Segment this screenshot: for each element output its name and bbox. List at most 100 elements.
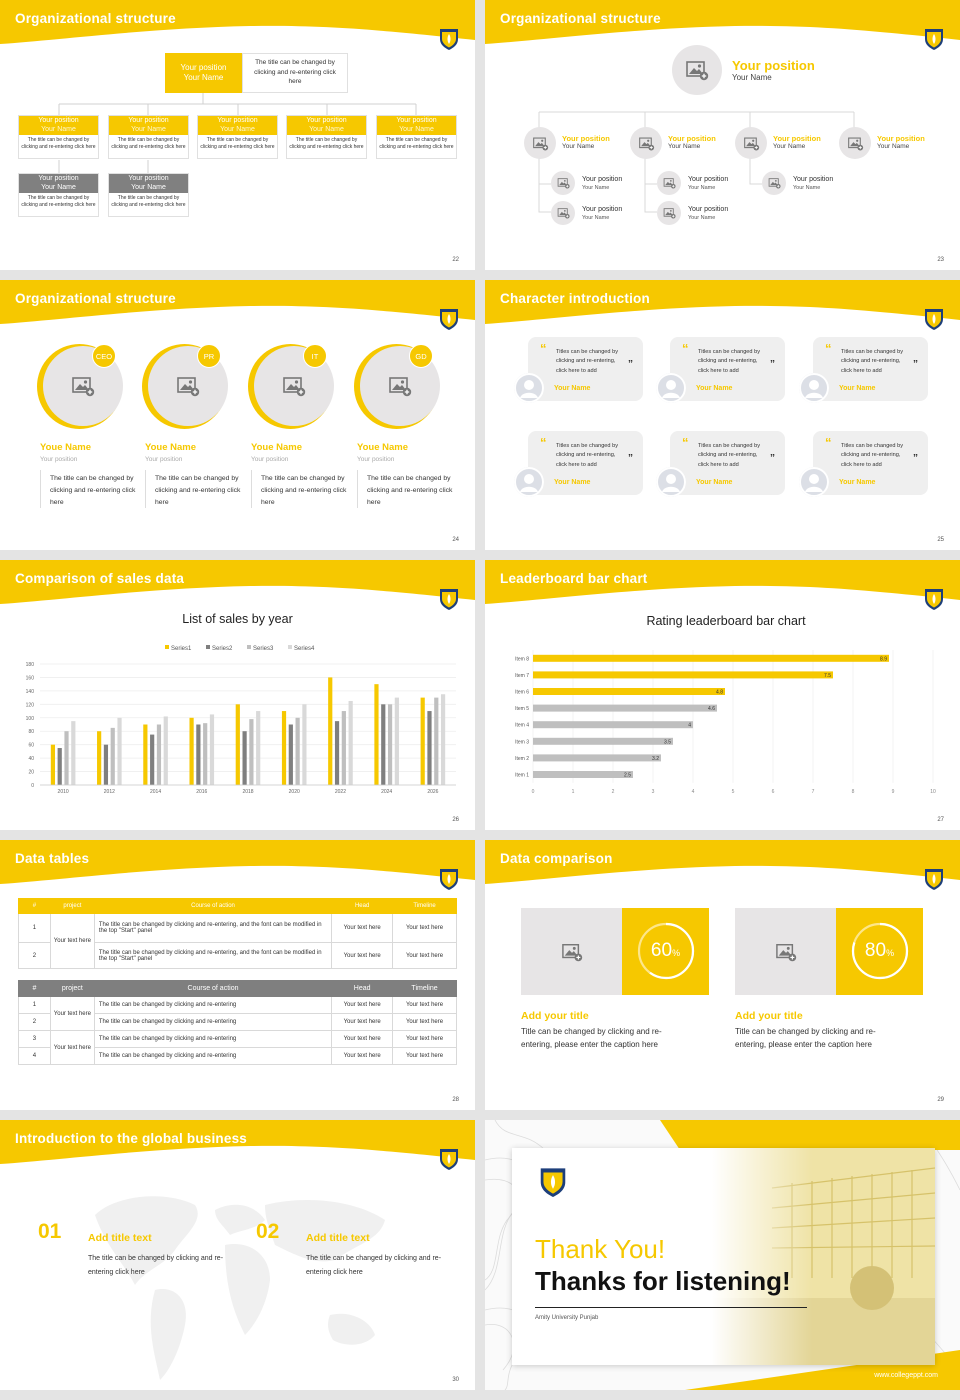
person-avatar-icon — [799, 373, 829, 403]
table-row[interactable]: 2 The title can be changed by clicking a… — [18, 942, 457, 969]
page-number: 26 — [452, 817, 459, 823]
category-label: Item 7 — [515, 673, 529, 679]
cell: Your text here — [331, 1030, 394, 1048]
slide-27[interactable]: Leaderboard bar chart Rating leaderboard… — [485, 560, 960, 830]
name-label: Your Name — [131, 183, 166, 191]
cell: 3 — [18, 1030, 51, 1048]
avatar-placeholder[interactable] — [762, 171, 786, 195]
website-url[interactable]: www.collegeppt.com — [874, 1372, 938, 1379]
bar — [249, 719, 254, 785]
avatar-placeholder[interactable] — [524, 127, 556, 159]
cell: Your text here — [331, 996, 394, 1014]
percent-value: 60 — [650, 940, 673, 961]
slide-30[interactable]: Introduction to the global business 01 Ad… — [0, 1120, 475, 1390]
org-box-gray[interactable]: Your position Your Name The title can be c… — [18, 173, 99, 217]
slide-header: Introduction to the global business — [0, 1120, 475, 1170]
slide-29[interactable]: Data comparison 60% Add your title Title c… — [485, 840, 960, 1110]
org-box-gray[interactable]: Your position Your Name The title can be c… — [108, 173, 189, 217]
slide-title: Character introduction — [500, 291, 650, 306]
character-card[interactable]: “ Titles can be changed by clicking and r… — [670, 337, 785, 401]
quote-open-icon: “ — [825, 435, 832, 450]
org-box[interactable]: Your position Your Name The title can be c… — [376, 115, 457, 159]
table-row[interactable]: 1 Your text here The title can be change… — [18, 913, 457, 969]
data-label: 2.5 — [624, 773, 631, 779]
table-row[interactable]: 2 The title can be changed by clicking a… — [18, 1013, 457, 1031]
image-placeholder[interactable] — [735, 908, 836, 995]
item-desc: Title can be changed by clicking and re-… — [521, 1027, 662, 1049]
character-card[interactable]: “ Titles can be changed by clicking and r… — [813, 337, 928, 401]
role-badge: IT — [303, 344, 327, 368]
character-card[interactable]: “ Titles can be changed by clicking and r… — [670, 431, 785, 495]
university-crest-logo — [438, 1147, 460, 1171]
slide-25[interactable]: Character introduction “ Titles can be ch… — [485, 280, 960, 550]
character-card[interactable]: “ Titles can be changed by clicking and r… — [528, 431, 643, 495]
category-label: Item 2 — [515, 756, 529, 762]
character-card[interactable]: “ Titles can be changed by clicking and r… — [813, 431, 928, 495]
org-box-header: Your position Your Name — [109, 116, 188, 135]
col-header: # — [18, 898, 51, 914]
cell: Your text here — [331, 942, 394, 969]
character-card[interactable]: “ Titles can be changed by clicking and r… — [528, 337, 643, 401]
slide-23[interactable]: Organizational structure Your position Y… — [485, 0, 960, 270]
slide-24[interactable]: Organizational structure CEO Youe Name You… — [0, 280, 475, 550]
name-label: Your Name — [773, 143, 806, 150]
image-placeholder-icon — [663, 177, 676, 189]
card-name: Your Name — [554, 479, 591, 486]
name-label: Your Name — [183, 73, 224, 82]
position-label: Your position — [582, 206, 623, 213]
university-name: Amity University Punjab — [535, 1315, 599, 1321]
category-label: Item 5 — [515, 706, 529, 712]
person-avatar-icon — [514, 373, 544, 403]
avatar-placeholder[interactable] — [551, 171, 575, 195]
x-tick-label: 10 — [930, 789, 936, 795]
avatar-placeholder[interactable] — [630, 127, 662, 159]
org-box[interactable]: Your position Your Name The title can be c… — [18, 115, 99, 159]
slide-title: Comparison of sales data — [15, 571, 185, 586]
col-header: # — [18, 980, 51, 997]
avatar-placeholder[interactable] — [735, 127, 767, 159]
bar — [533, 721, 693, 729]
image-placeholder-icon — [557, 177, 570, 189]
x-tick-label: 2012 — [104, 789, 115, 795]
org-box-desc: The title can be changed by clicking and… — [21, 195, 96, 208]
org-box[interactable]: Your position Your Name The title can be c… — [197, 115, 278, 159]
avatar-placeholder[interactable] — [657, 171, 681, 195]
data-table-1[interactable]: # project Course of action Head Timeline… — [18, 898, 457, 969]
org-box-header: Your position Your Name — [377, 116, 456, 135]
slide-22[interactable]: Organizational structure Your position Y… — [0, 0, 475, 270]
name-label: Your Name — [793, 185, 821, 191]
slide-26[interactable]: Comparison of sales data List of sales b… — [0, 560, 475, 830]
progress-ring — [851, 922, 909, 980]
avatar-placeholder[interactable] — [551, 201, 575, 225]
cell: Your text here — [392, 913, 457, 943]
category-label: Item 4 — [515, 723, 529, 729]
card-text: Titles can be changed by clicking and re… — [698, 443, 760, 468]
image-placeholder[interactable] — [521, 908, 622, 995]
org-box[interactable]: Your position Your Name The title can be c… — [108, 115, 189, 159]
slide-28[interactable]: Data tables # project Course of action H… — [0, 840, 475, 1110]
quote-close-icon: ” — [628, 453, 633, 464]
page-number: 24 — [452, 537, 459, 543]
person-name: Youe Name — [40, 442, 92, 453]
table-row[interactable]: 1 Your text here The title can be change… — [18, 996, 457, 1031]
org-box-desc: The title can be changed by clicking and… — [289, 137, 364, 150]
image-placeholder-icon — [775, 942, 797, 962]
table-row[interactable]: 4 The title can be changed by clicking a… — [18, 1047, 457, 1065]
name-label: Your Name — [688, 185, 716, 191]
bar — [533, 737, 673, 745]
avatar-placeholder[interactable] — [657, 201, 681, 225]
data-table-2[interactable]: # project Course of action Head Timeline… — [18, 980, 457, 1065]
x-tick-label: 4 — [692, 789, 695, 795]
bar — [156, 724, 162, 785]
avatar-placeholder[interactable] — [839, 127, 871, 159]
top-avatar-placeholder[interactable] — [672, 45, 722, 95]
x-tick-label: 5 — [732, 789, 735, 795]
table-row[interactable]: 3 Your text here The title can be change… — [18, 1030, 457, 1065]
org-top-box[interactable]: Your position Your Name — [165, 53, 242, 93]
slide-header: Comparison of sales data — [0, 560, 475, 610]
org-box[interactable]: Your position Your Name The title can be c… — [286, 115, 367, 159]
x-tick-label: 2018 — [242, 789, 253, 795]
data-label: 4.8 — [716, 690, 723, 696]
slide-31[interactable]: Thank You! Thanks for listening! Amity U… — [485, 1120, 960, 1390]
cell: Your text here — [331, 1013, 394, 1031]
